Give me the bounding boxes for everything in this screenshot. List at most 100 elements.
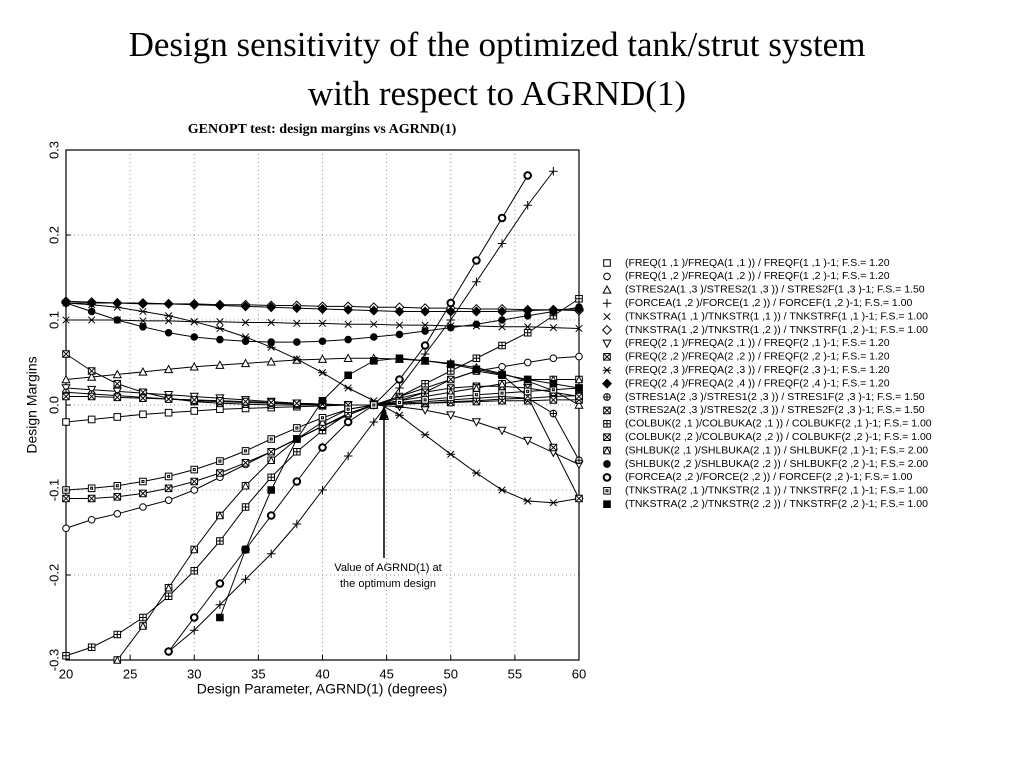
- legend-symbol: [603, 446, 611, 455]
- data-point: [497, 426, 507, 436]
- data-point: [293, 424, 301, 432]
- data-point: [190, 477, 199, 486]
- data-point: [215, 324, 225, 333]
- data-point: [87, 415, 96, 424]
- data-point: [266, 356, 276, 366]
- data-point: [549, 323, 558, 332]
- data-point: [163, 298, 174, 309]
- data-point: [190, 407, 199, 415]
- data-point: [190, 396, 199, 404]
- data-point: [266, 549, 276, 559]
- legend-label: (FREQ(2 ,4 )/FREQA(2 ,4 )) / FREQF(2 ,4 …: [625, 377, 890, 389]
- data-point: [113, 316, 122, 324]
- data-point: [138, 307, 148, 316]
- data-point: [266, 302, 277, 313]
- data-point: [497, 239, 507, 248]
- data-point: [523, 312, 532, 320]
- data-point: [62, 524, 70, 532]
- data-point: [318, 413, 327, 422]
- data-point: [421, 321, 429, 329]
- data-point: [164, 647, 173, 656]
- legend-label: (STRES1A(2 ,3 )/STRES1(2 ,3 )) / STRES1F…: [625, 391, 925, 403]
- data-point: [62, 486, 70, 494]
- data-point: [62, 392, 70, 401]
- data-point: [241, 397, 250, 406]
- data-point: [318, 369, 327, 377]
- data-point: [472, 469, 481, 477]
- data-point: [293, 319, 301, 328]
- data-point: [472, 320, 481, 328]
- legend-label: (TNKSTRA(1 ,2 )/TNKSTR(1 ,2 )) / TNKSTRF…: [625, 324, 928, 336]
- data-point: [87, 516, 96, 524]
- data-point: [446, 393, 455, 402]
- y-tick-label: 0.0: [46, 396, 61, 414]
- data-point: [113, 630, 122, 639]
- legend-label: (FREQ(2 ,2 )/FREQA(2 ,2 )) / FREQF(2 ,2 …: [625, 351, 890, 363]
- data-point: [498, 316, 506, 324]
- x-axis-label: Design Parameter, AGRND(1) (degrees): [197, 681, 448, 697]
- data-point: [318, 319, 327, 328]
- data-point: [139, 621, 147, 630]
- data-point: [421, 379, 429, 388]
- data-point: [216, 396, 224, 405]
- data-point: [446, 450, 456, 458]
- data-point: [267, 318, 275, 327]
- data-point: [395, 330, 404, 339]
- data-point: [497, 486, 507, 494]
- data-point: [549, 499, 558, 507]
- data-point: [445, 306, 456, 317]
- legend-symbol: [603, 420, 611, 428]
- data-point: [164, 592, 173, 601]
- data-point: [575, 303, 583, 311]
- annotation: the optimum design: [340, 578, 436, 590]
- legend-symbol: [603, 312, 611, 321]
- data-point: [216, 613, 224, 622]
- chart-title: GENOPT test: design margins vs AGRND(1): [188, 122, 457, 137]
- data-point: [395, 398, 404, 407]
- legend-symbol: [602, 339, 612, 349]
- data-point: [291, 303, 302, 314]
- data-point: [216, 457, 224, 465]
- data-point: [62, 651, 70, 660]
- data-point: [317, 303, 328, 314]
- data-point: [498, 379, 506, 388]
- data-point: [498, 363, 506, 371]
- data-point: [421, 357, 429, 365]
- data-point: [446, 411, 456, 421]
- data-point: [62, 494, 70, 503]
- legend-label: (FREQ(2 ,1 )/FREQA(2 ,1 )) / FREQF(2 ,1 …: [625, 337, 890, 349]
- data-point: [113, 655, 122, 664]
- data-point: [549, 409, 558, 418]
- data-point: [293, 435, 301, 443]
- data-point: [446, 315, 456, 325]
- x-tick-label: 50: [444, 666, 458, 681]
- x-tick-label: 20: [59, 666, 73, 681]
- legend-label: (SHLBUK(2 ,2 )/SHLBUKA(2 ,2 )) / SHLBUKF…: [625, 458, 928, 470]
- data-point: [241, 503, 250, 511]
- data-point: [137, 297, 148, 309]
- data-point: [61, 374, 71, 384]
- legend-symbol: [602, 284, 612, 294]
- data-point: [575, 456, 583, 464]
- data-point: [241, 545, 250, 554]
- data-point: [164, 583, 173, 592]
- data-point: [241, 337, 250, 345]
- data-point: [292, 477, 302, 486]
- data-point: [370, 401, 378, 409]
- data-point: [139, 323, 147, 331]
- data-point: [317, 354, 328, 363]
- data-point: [189, 625, 199, 635]
- legend-label: (FORCEA(1 ,2 )/FORCE(1 ,2 )) / FORCEF(1 …: [625, 297, 913, 309]
- slide-title: Design sensitivity of the optimized tank…: [129, 25, 866, 64]
- data-point: [189, 299, 200, 310]
- data-point: [549, 307, 558, 316]
- data-point: [420, 349, 430, 359]
- data-point: [420, 306, 431, 317]
- data-point: [343, 384, 353, 392]
- data-point: [267, 435, 275, 443]
- data-point: [164, 408, 173, 417]
- data-point: [472, 277, 481, 287]
- data-point: [549, 354, 558, 362]
- data-point: [267, 447, 275, 456]
- y-tick-label: -0.1: [46, 479, 61, 501]
